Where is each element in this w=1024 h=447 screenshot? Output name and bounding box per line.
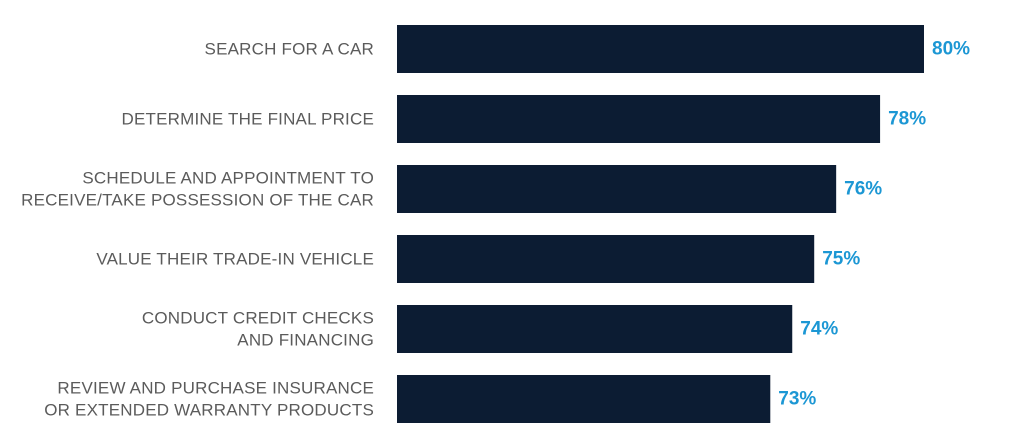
value-label-3: 75% [822, 249, 860, 270]
value-label-2: 76% [844, 179, 882, 200]
category-label-5-line-1: OR EXTENDED WARRANTY PRODUCTS [44, 401, 374, 420]
category-label-0-line-0: SEARCH FOR A CAR [205, 40, 374, 59]
value-label-5: 73% [778, 389, 816, 410]
category-label-2-line-0: SCHEDULE AND APPOINTMENT TO [82, 169, 374, 188]
bar-3 [397, 235, 815, 283]
value-label-4: 74% [800, 319, 838, 340]
bar-5 [397, 375, 771, 423]
bar-0 [397, 25, 924, 73]
category-label-2-line-1: RECEIVE/TAKE POSSESSION OF THE CAR [21, 191, 374, 210]
bar-1 [397, 95, 881, 143]
bar-2 [397, 165, 837, 213]
category-label-1-line-0: DETERMINE THE FINAL PRICE [122, 110, 374, 129]
category-label-3-line-0: VALUE THEIR TRADE-IN VEHICLE [96, 250, 374, 269]
category-label-4-line-0: CONDUCT CREDIT CHECKS [142, 309, 374, 328]
category-label-5-line-0: REVIEW AND PURCHASE INSURANCE [57, 379, 374, 398]
category-label-4-line-1: AND FINANCING [237, 331, 374, 350]
bar-4 [397, 305, 793, 353]
value-label-1: 78% [888, 109, 926, 130]
value-label-0: 80% [932, 39, 970, 60]
